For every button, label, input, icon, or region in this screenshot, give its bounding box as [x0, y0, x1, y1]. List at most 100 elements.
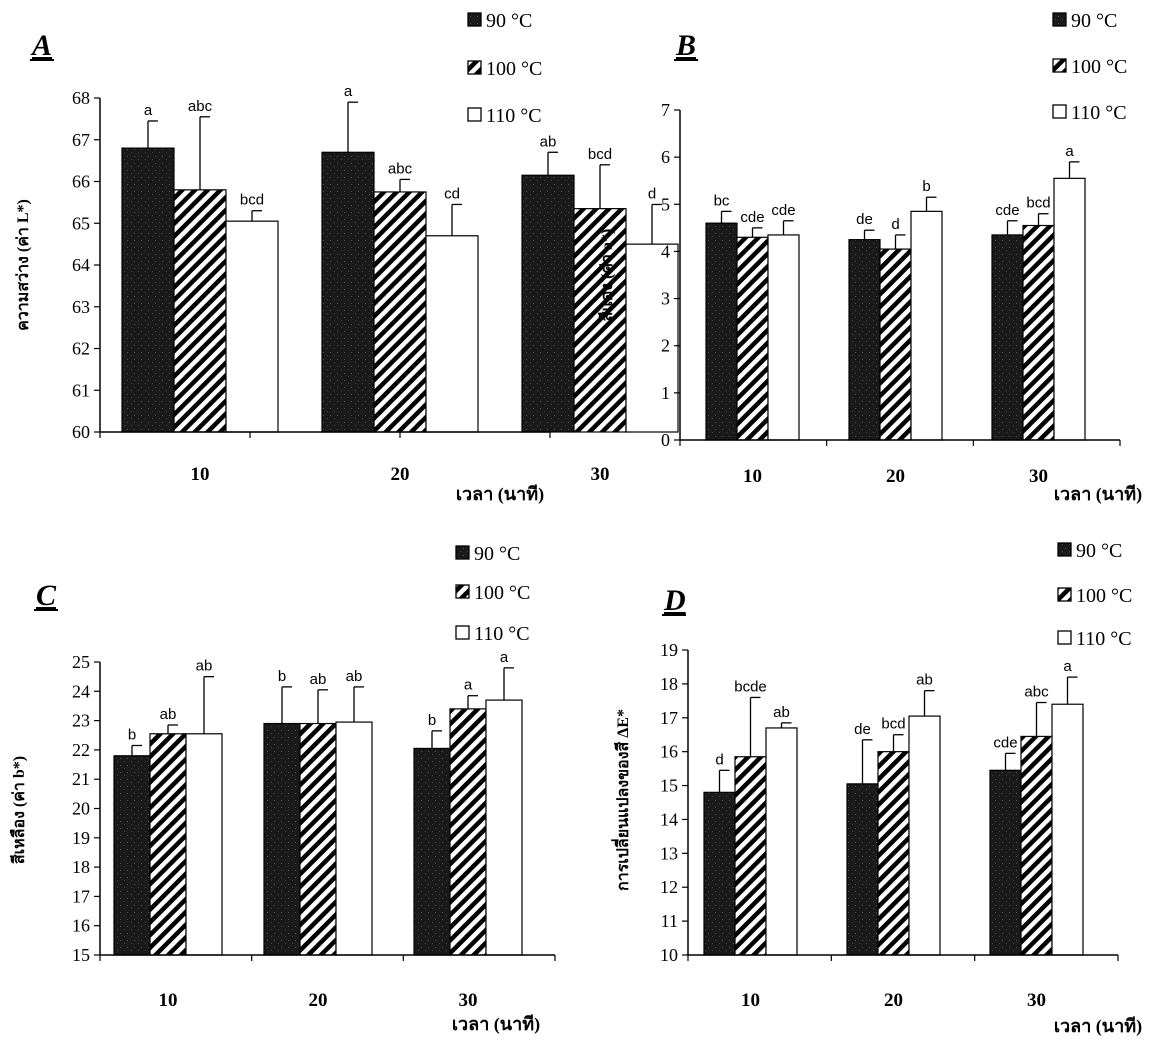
legend-swatch-series-110c [467, 107, 482, 122]
y-tick-label: 62 [72, 339, 90, 359]
legend-label-series-110c: 110 °C [486, 105, 542, 127]
y-tick-label: 15 [72, 945, 90, 965]
significance-letter: a [1063, 658, 1072, 675]
y-tick-label: 19 [660, 640, 678, 660]
legend-swatch-series-90c [1052, 12, 1067, 27]
y-axis-label: สีแดง (ค่า a*) [597, 229, 616, 322]
bar-series-110c [908, 715, 941, 956]
bar-series-110c [225, 220, 279, 433]
legend-label-series-90c: 90 °C [474, 543, 520, 565]
y-tick-label: 3 [661, 289, 670, 309]
significance-letter: bcd [240, 192, 264, 209]
bar-series-90c [705, 222, 738, 441]
bar-series-110c [910, 210, 943, 441]
significance-letter: de [854, 721, 871, 738]
significance-letter: cde [740, 209, 764, 226]
chart-panel-c: Cb ab ab 10 b ab ab 20 b a a 30 15 16 17 18 19 20 21 22 23 24… [9, 543, 556, 1035]
y-axis-label: การเปลี่ยนแปลงของสี ΔE* [611, 709, 632, 891]
y-tick-label: 23 [72, 711, 90, 731]
y-tick-label: 67 [72, 130, 90, 150]
significance-letter: abc [1024, 684, 1049, 701]
y-tick-label: 1 [661, 383, 670, 403]
bar-series-100c [1020, 735, 1053, 956]
y-tick-label: 16 [72, 916, 90, 936]
significance-letter: b [428, 712, 436, 729]
y-axis-label: สีเหลือง (ค่า b*) [9, 756, 28, 864]
bar-series-110c [425, 235, 479, 433]
x-axis-label: เวลา (นาที) [456, 484, 544, 505]
legend-label-series-100c: 100 °C [1076, 585, 1132, 607]
significance-letter: bcd [881, 716, 905, 733]
legend-swatch-series-100c [1052, 58, 1067, 73]
x-tick-label: 20 [886, 466, 905, 487]
legend-label-series-100c: 100 °C [1071, 56, 1127, 78]
legend-swatch-series-90c [455, 545, 470, 560]
bar-series-110c [625, 243, 679, 433]
significance-letter: d [648, 185, 656, 202]
y-tick-label: 68 [72, 88, 90, 108]
x-tick-label: 10 [743, 466, 762, 487]
bar-series-110c [185, 733, 223, 956]
bar-series-90c [991, 234, 1024, 441]
significance-letter: ab [196, 658, 213, 675]
legend-swatch-series-100c [1057, 587, 1072, 602]
legend-label-series-100c: 100 °C [474, 582, 530, 604]
x-tick-label: 20 [309, 990, 328, 1011]
bar-series-100c [299, 722, 337, 956]
legend-swatch-series-90c [467, 12, 482, 27]
bar-series-100c [877, 751, 910, 956]
panel-label: A [30, 29, 52, 62]
legend-label-series-100c: 100 °C [486, 58, 542, 80]
y-tick-label: 14 [660, 809, 678, 829]
significance-letter: cd [444, 185, 460, 202]
y-tick-label: 65 [72, 213, 90, 233]
x-tick-label: 10 [191, 464, 210, 485]
y-axis-label: ความสว่าง (ค่า L*) [15, 199, 32, 331]
significance-letter: ab [773, 704, 790, 721]
legend-swatch-series-110c [455, 625, 470, 640]
bar-series-100c [736, 236, 769, 441]
x-tick-label: 20 [391, 464, 410, 485]
bar-series-100c [734, 756, 767, 956]
significance-letter: b [278, 668, 286, 685]
bar-series-110c [767, 234, 800, 441]
y-tick-label: 64 [72, 255, 90, 275]
x-tick-label: 10 [159, 990, 178, 1011]
y-tick-label: 21 [72, 769, 90, 789]
significance-letter: bc [714, 192, 730, 209]
x-tick-label: 30 [1027, 990, 1046, 1011]
y-tick-label: 17 [660, 708, 678, 728]
bar-series-90c [521, 174, 575, 433]
x-tick-label: 30 [591, 464, 610, 485]
y-tick-label: 0 [661, 430, 670, 450]
y-tick-label: 66 [72, 172, 90, 192]
bar-series-100c [1022, 224, 1055, 441]
bar-series-110c [1053, 177, 1086, 441]
legend-label-series-110c: 110 °C [474, 623, 530, 645]
significance-letter: d [891, 216, 899, 233]
legend-swatch-series-100c [455, 584, 470, 599]
significance-letter: a [1065, 143, 1074, 160]
bar-series-110c [1051, 703, 1084, 956]
significance-letter: ab [540, 133, 557, 150]
legend-label-series-110c: 110 °C [1071, 102, 1127, 124]
y-tick-label: 20 [72, 799, 90, 819]
y-tick-label: 15 [660, 776, 678, 796]
significance-letter: cde [771, 202, 795, 219]
legend-label-series-90c: 90 °C [1076, 540, 1122, 562]
significance-letter: ab [346, 668, 363, 685]
bar-series-90c [703, 791, 736, 956]
bar-series-90c [321, 151, 375, 433]
significance-letter: ab [916, 672, 933, 689]
significance-letter: bcde [734, 678, 767, 695]
y-tick-label: 11 [661, 911, 678, 931]
panel-label: B [675, 29, 696, 62]
y-tick-label: 24 [72, 681, 90, 701]
significance-letter: abc [388, 160, 413, 177]
bar-series-100c [173, 189, 227, 433]
significance-letter: b [128, 727, 136, 744]
x-tick-label: 20 [884, 990, 903, 1011]
legend-label-series-90c: 90 °C [1071, 10, 1117, 32]
